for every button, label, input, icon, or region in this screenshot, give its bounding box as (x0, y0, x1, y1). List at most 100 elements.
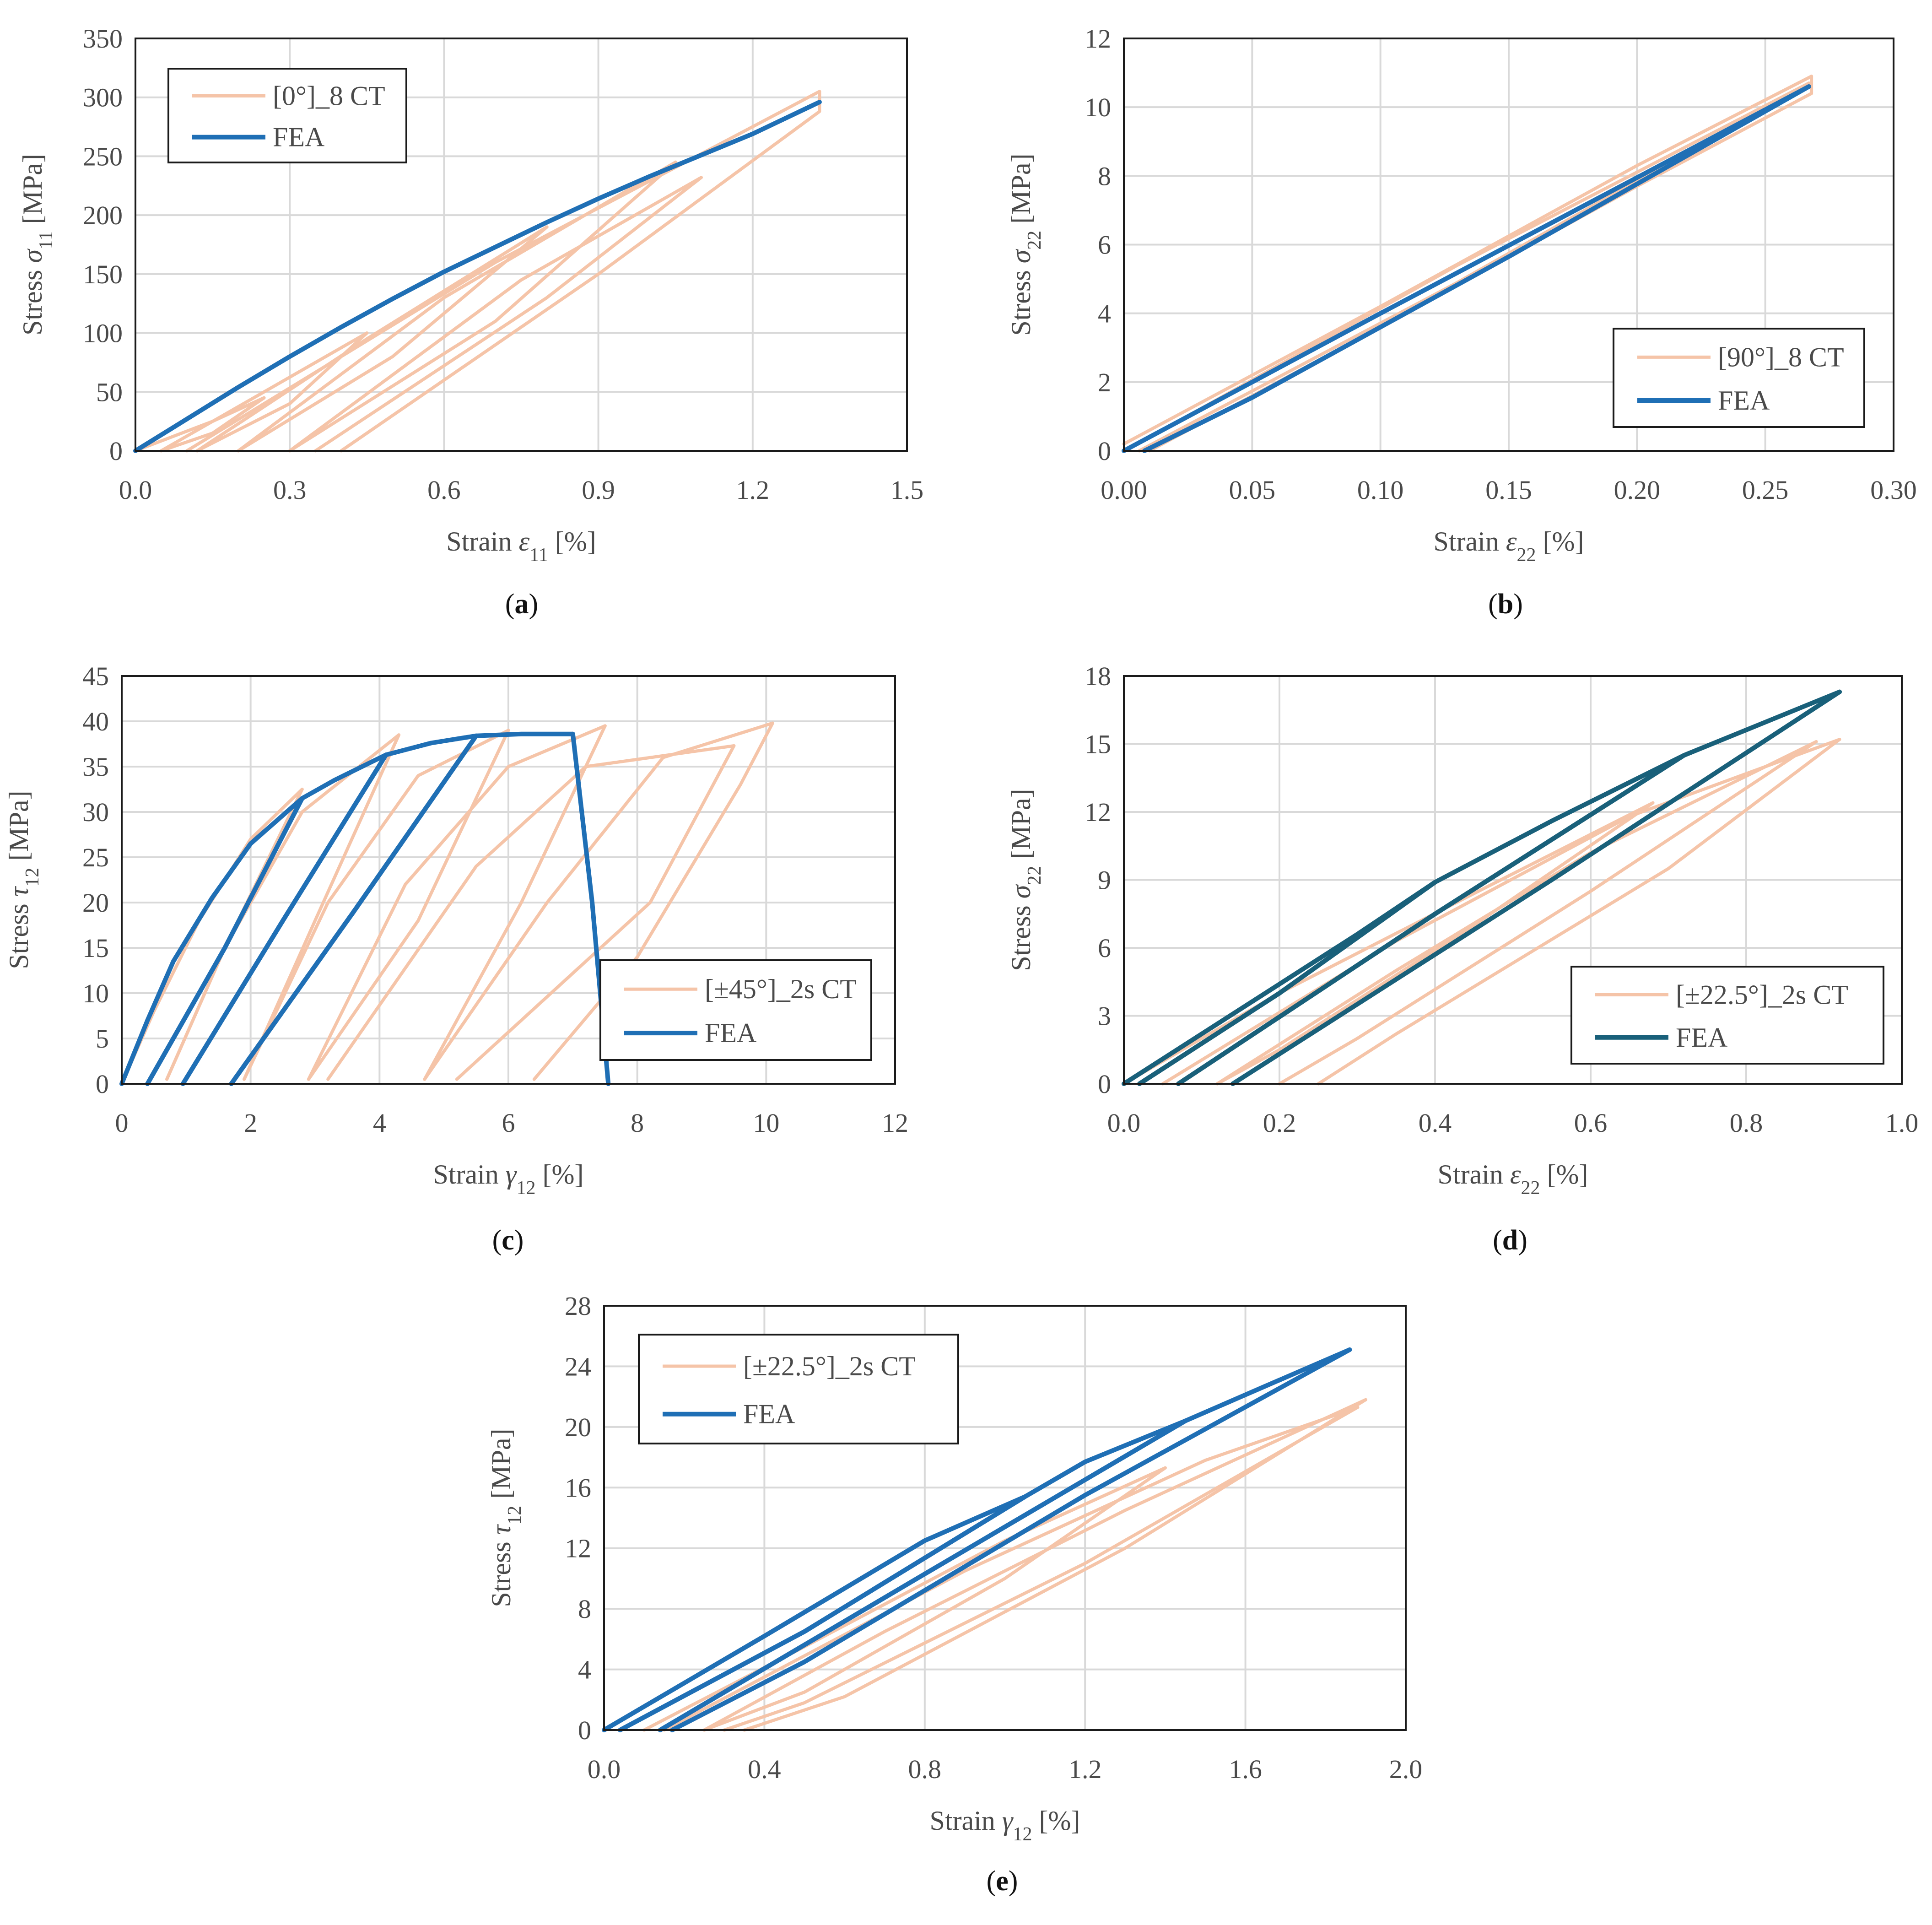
x-axis-label: Strain ε11 [%] (446, 526, 596, 566)
series-ct (1122, 738, 1841, 1086)
y-axis-label: Stress τ12 [MPa] (486, 1428, 525, 1607)
loading-curve (658, 1347, 1352, 1732)
y-tick-label: 4 (1098, 299, 1111, 329)
y-tick-label: 250 (83, 141, 123, 171)
unloading-curve (1215, 801, 1655, 1086)
unloading-curve (1230, 689, 1842, 1086)
legend: [±22.5°]_2s CT FEA (638, 1334, 959, 1444)
x-tick-label: 0.8 (908, 1754, 942, 1784)
legend-entry: FEA (1676, 1022, 1727, 1053)
x-tick-label: 0.2 (1263, 1108, 1296, 1138)
y-tick-label: 18 (1085, 661, 1111, 691)
x-tick-label: 0 (115, 1108, 129, 1138)
y-tick-label: 24 (565, 1352, 591, 1381)
y-tick-label: 6 (1098, 230, 1111, 260)
series-ct (642, 1398, 1367, 1732)
x-tick-label: 12 (882, 1108, 908, 1138)
y-tick-label: 15 (82, 933, 109, 963)
loading-curve (1122, 75, 1813, 446)
unloading-curve (702, 1466, 1167, 1732)
x-tick-label: 0.20 (1614, 475, 1661, 505)
x-tick-label: 0.25 (1742, 475, 1789, 505)
series-ct (134, 90, 821, 453)
y-tick-label: 35 (82, 752, 109, 782)
chart-panel-a: 0.0 0.3 0.6 0.9 1.2 1.5 0 50 100 150 200 250 300 350 S… (17, 24, 923, 620)
panel-label: (a) (505, 589, 538, 620)
loading-curve (662, 1406, 1360, 1732)
series-fea (133, 100, 822, 453)
panel-label: (e) (987, 1866, 1018, 1897)
x-tick-label: 0.30 (1870, 475, 1917, 505)
y-tick-label: 50 (96, 377, 123, 407)
legend-box (167, 68, 407, 163)
plot-frame (603, 1305, 1407, 1731)
x-tick-label: 0.00 (1101, 475, 1147, 505)
loading-curve (1122, 801, 1655, 1086)
x-tick-label: 0.0 (588, 1754, 621, 1784)
plot-frame (121, 675, 896, 1085)
y-tick-label: 5 (96, 1024, 109, 1054)
y-tick-label: 40 (82, 707, 109, 736)
y-tick-label: 12 (1085, 797, 1111, 827)
x-tick-label: 1.2 (736, 475, 770, 505)
x-axis-label: Strain γ12 [%] (930, 1806, 1080, 1845)
y-tick-label: 8 (1098, 161, 1111, 191)
y-tick-label: 9 (1098, 865, 1111, 895)
series-fea (1122, 689, 1842, 1086)
unloading-curve (1142, 84, 1811, 453)
plot-frame (135, 38, 908, 452)
y-tick-label: 100 (83, 319, 123, 348)
panel-label: (d) (1493, 1225, 1527, 1256)
y-tick-label: 200 (83, 200, 123, 230)
x-tick-label: 0.10 (1357, 475, 1404, 505)
loading-curve (237, 160, 677, 453)
y-tick-label: 45 (82, 661, 109, 691)
unloading-curve (455, 744, 736, 1081)
loading-curve (159, 331, 369, 453)
y-axis-label: Stress σ11 [MPa] (17, 154, 57, 335)
loading-curve (326, 744, 736, 1081)
loading-curve (1176, 689, 1842, 1086)
y-tick-label: 30 (82, 797, 109, 827)
x-tick-label: 0.6 (427, 475, 461, 505)
legend-entry: [±22.5°]_2s CT (1676, 979, 1848, 1010)
y-tick-label: 0 (1098, 436, 1111, 466)
y-tick-label: 20 (82, 888, 109, 918)
x-tick-label: 6 (502, 1108, 515, 1138)
loading-curve (618, 1418, 1188, 1732)
x-tick-label: 0.4 (748, 1754, 781, 1784)
legend-entry: FEA (743, 1399, 795, 1429)
series-fea (119, 731, 611, 1086)
unloading-curve (159, 396, 266, 453)
series-fea (1122, 84, 1811, 453)
x-tick-label: 0.4 (1419, 1108, 1452, 1138)
y-tick-label: 0 (109, 436, 123, 466)
x-tick-label: 2 (244, 1108, 257, 1138)
legend: [0°]_8 CT FEA (167, 68, 407, 163)
plot-frame (1123, 38, 1894, 452)
y-tick-label: 10 (82, 979, 109, 1008)
x-tick-label: 0.6 (1574, 1108, 1608, 1138)
legend-entry: [0°]_8 CT (273, 81, 385, 111)
x-tick-label: 0.3 (273, 475, 307, 505)
y-tick-label: 12 (565, 1534, 591, 1563)
y-tick-label: 8 (578, 1594, 591, 1624)
y-tick-label: 3 (1098, 1001, 1111, 1031)
x-tick-label: 1.0 (1885, 1108, 1919, 1138)
legend-entry: FEA (273, 122, 324, 152)
y-axis-label: Stress σ22 [MPa] (1006, 789, 1045, 971)
loading-curve (1137, 753, 1686, 1086)
loading-curve (195, 225, 549, 453)
loading-curve (1122, 84, 1811, 453)
x-tick-label: 10 (753, 1108, 779, 1138)
y-tick-label: 2 (1098, 368, 1111, 397)
unloading-curve (237, 225, 549, 453)
x-tick-label: 0.05 (1229, 475, 1276, 505)
unloading-curve (532, 721, 774, 1081)
loading-curve (180, 733, 479, 1086)
unloading-curve (307, 729, 510, 1081)
legend-box (638, 1334, 959, 1444)
y-axis-label: Stress τ12 [MPa] (4, 790, 43, 969)
y-tick-label: 10 (1085, 92, 1111, 122)
